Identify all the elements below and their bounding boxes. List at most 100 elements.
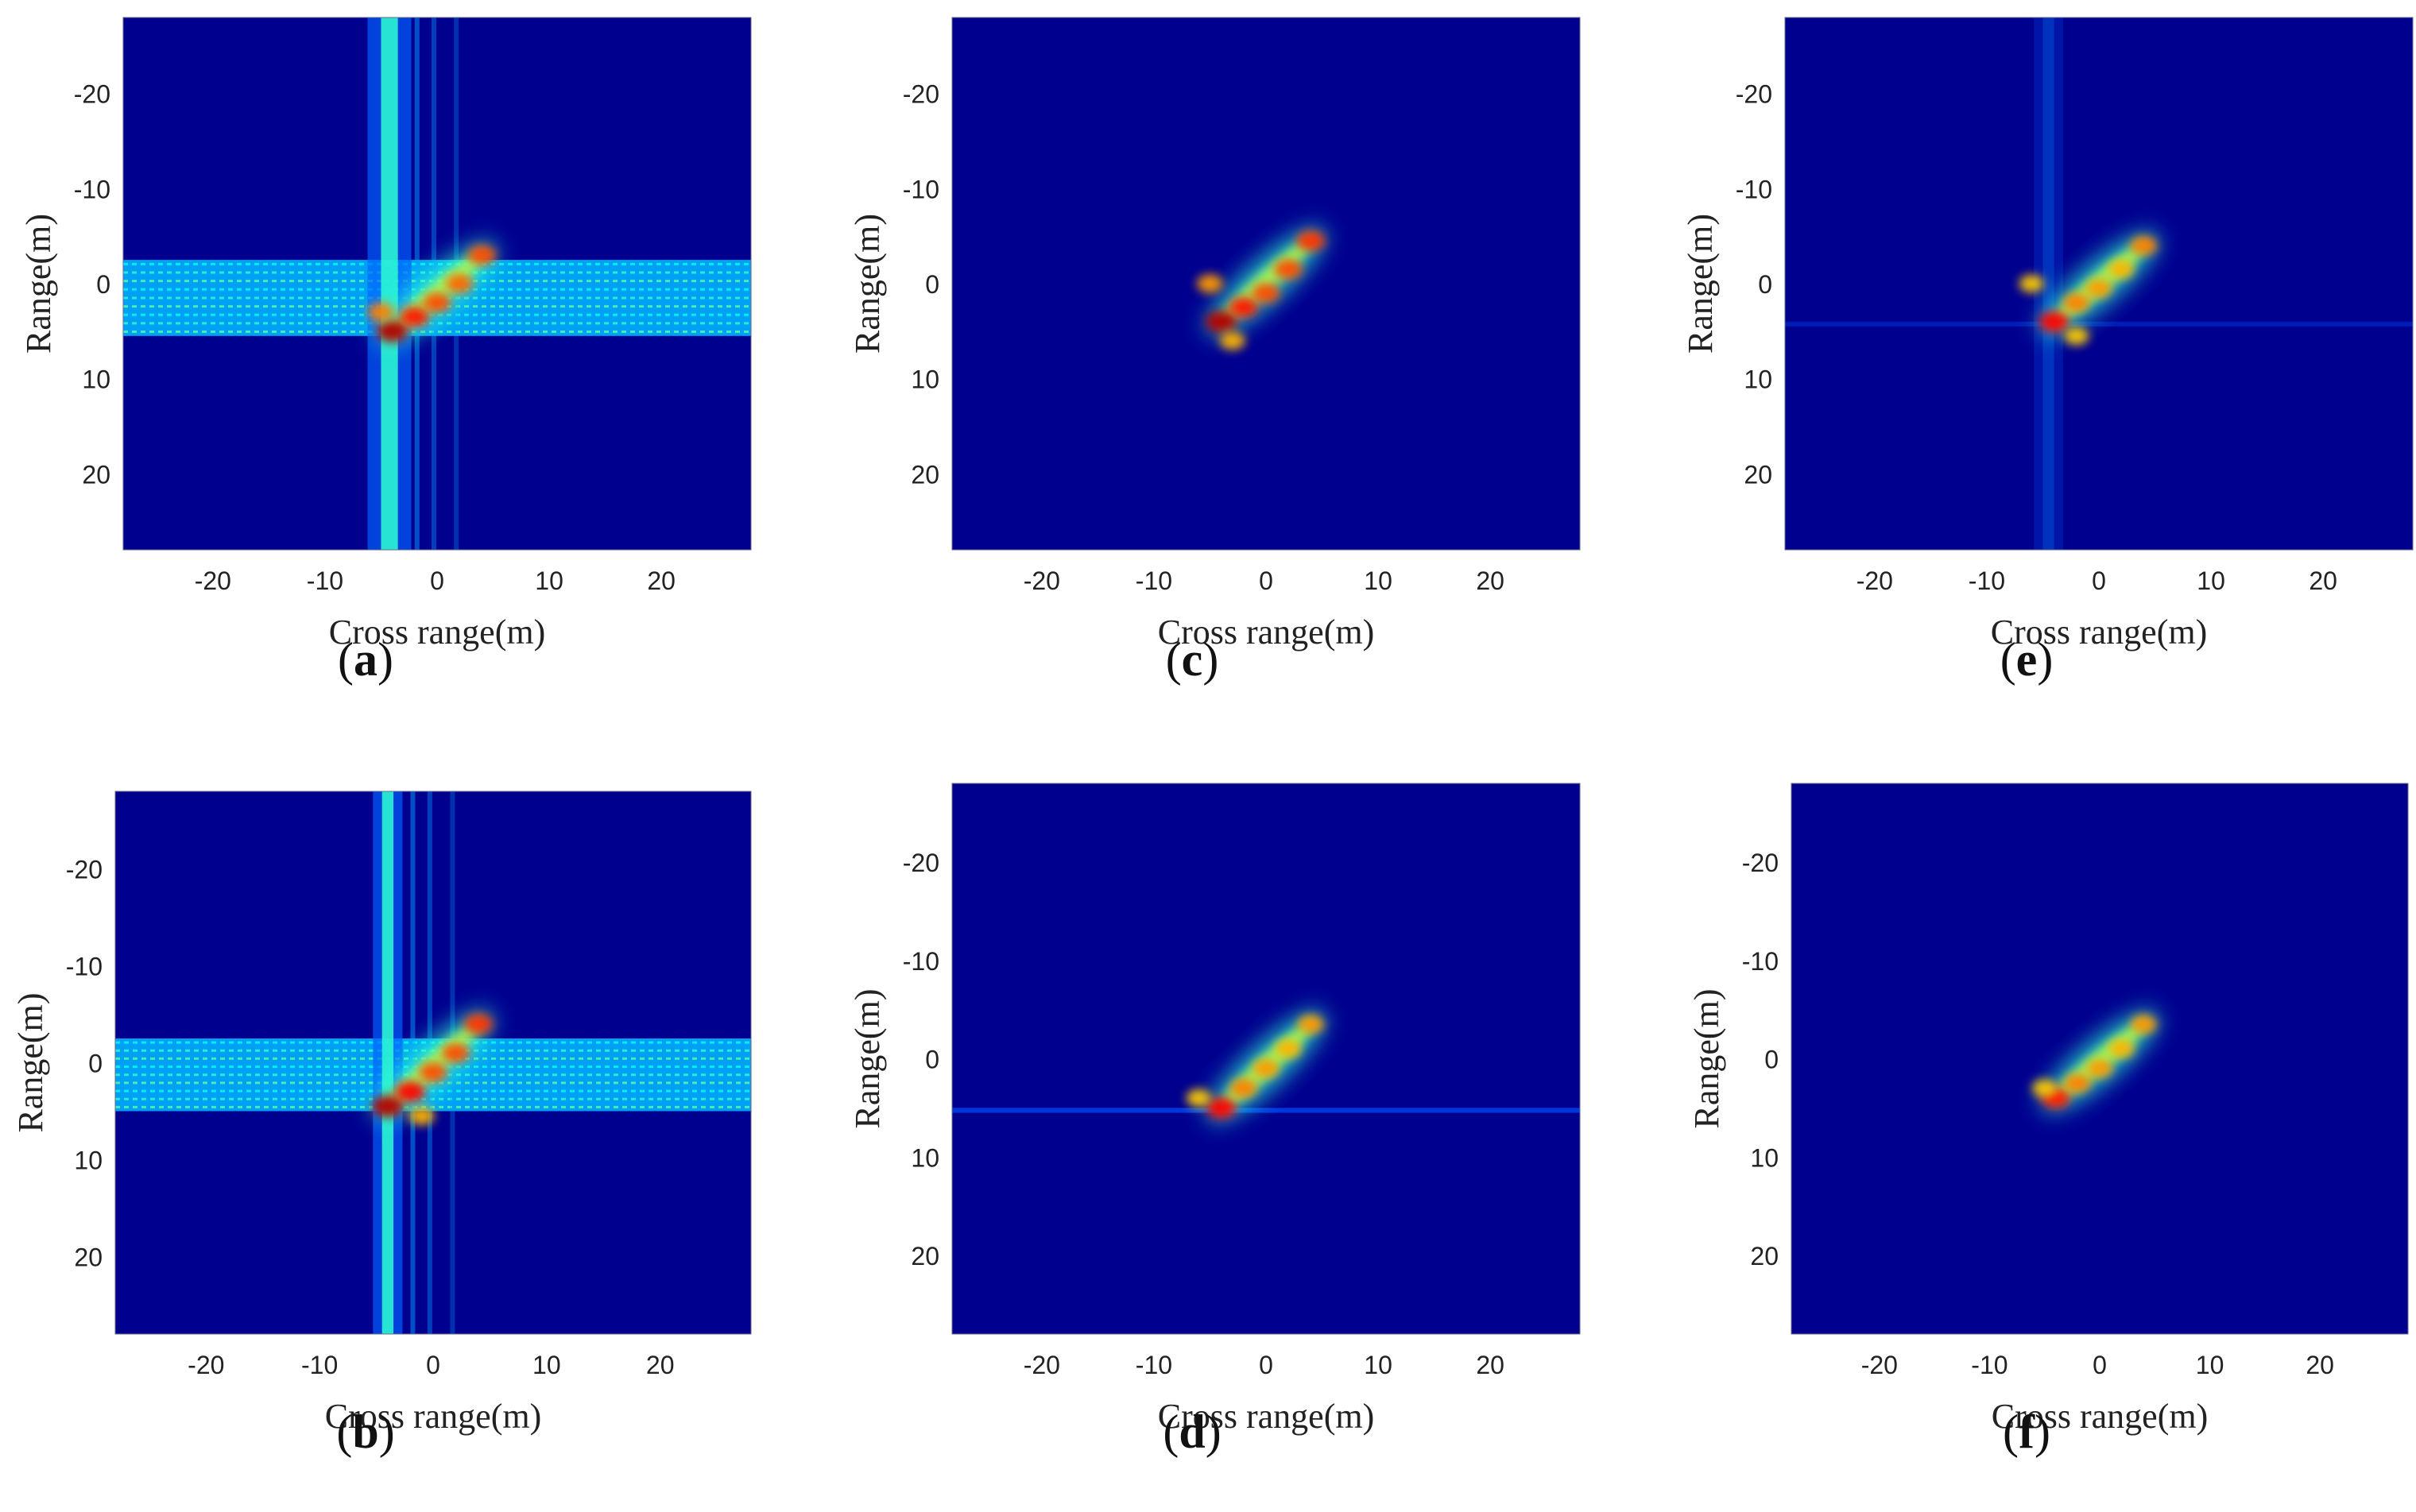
scatterer-point — [446, 273, 474, 294]
y-tick-label: -20 — [1742, 849, 1779, 877]
y-tick-label: -20 — [66, 856, 103, 884]
x-tick-label: 0 — [426, 1351, 440, 1379]
y-tick-label: -10 — [903, 175, 939, 203]
scatterer-point — [1219, 331, 1245, 350]
x-tick-label: -20 — [195, 567, 231, 595]
scatterer-point — [367, 302, 395, 322]
scatterer-point — [1252, 283, 1280, 304]
y-axis-title: Range(m) — [19, 214, 58, 354]
panel-label: (b) — [336, 1406, 394, 1458]
scatterer-point — [371, 1095, 404, 1118]
x-tick-label: 0 — [2093, 1351, 2107, 1379]
panel-f: -20 -10 0 10 20 -20 -10 0 10 20 Cross range(m) Rang… — [1687, 783, 2409, 1458]
scatterer-point — [2108, 1039, 2135, 1058]
scatterer-point — [1298, 1015, 1324, 1034]
panel-a: -20 -10 0 10 20 -20 -10 0 10 20 Cross range(m) Rang… — [19, 17, 752, 686]
scatterer-point — [1229, 1078, 1257, 1098]
x-tick-label: -20 — [1024, 567, 1060, 595]
y-tick-label: 20 — [1750, 1242, 1779, 1270]
y-tick-label: 0 — [1764, 1046, 1779, 1074]
scatterer-point — [395, 1081, 426, 1103]
heatmap-content — [952, 1010, 1580, 1122]
y-axis-title: Range(m) — [1687, 989, 1726, 1129]
y-tick-label: 10 — [1750, 1143, 1779, 1172]
y-tick-label: -10 — [74, 175, 110, 203]
y-tick-label: -10 — [1736, 175, 1772, 203]
y-tick-label: 0 — [925, 1046, 939, 1074]
heatmap-content — [2032, 1010, 2159, 1112]
x-tick-label: -10 — [301, 1351, 338, 1379]
y-tick-label: -10 — [903, 947, 939, 976]
plot-frame — [1791, 783, 2409, 1335]
panel-label: (d) — [1163, 1406, 1221, 1458]
x-tick-label: -20 — [1857, 567, 1893, 595]
heatmap-content — [1785, 17, 2413, 550]
y-tick-label: 0 — [1758, 270, 1772, 299]
range-sidelobe-band — [1785, 321, 2413, 327]
x-tick-label: 20 — [2309, 567, 2337, 595]
x-tick-label: -10 — [1136, 567, 1172, 595]
y-tick-label: -10 — [1742, 947, 1779, 976]
x-tick-label: 20 — [1476, 1351, 1504, 1379]
y-tick-label: -20 — [1736, 80, 1772, 109]
y-tick-label: 10 — [911, 1143, 939, 1172]
scatterer-point — [1296, 230, 1326, 251]
scatterer-point — [2130, 236, 2158, 256]
scatterer-point — [1205, 310, 1237, 333]
scatterer-point — [2038, 311, 2069, 333]
y-tick-label: 0 — [925, 270, 939, 299]
x-tick-label: 20 — [2306, 1351, 2334, 1379]
y-axis-title: Range(m) — [848, 214, 887, 354]
cross-range-streak — [2042, 17, 2054, 550]
x-tick-label: 10 — [1364, 567, 1392, 595]
scatterer-point — [2108, 260, 2135, 279]
x-axis-title: Cross range(m) — [325, 1397, 542, 1436]
scatterer-point — [1253, 1059, 1280, 1078]
x-tick-label: 10 — [532, 1351, 561, 1379]
y-tick-label: 20 — [1744, 460, 1772, 489]
x-tick-label: -20 — [188, 1351, 224, 1379]
panel-label: (c) — [1166, 633, 1219, 686]
y-tick-label: -20 — [903, 80, 939, 109]
x-tick-label: -10 — [1971, 1351, 2008, 1379]
panel-label: (f) — [2003, 1406, 2050, 1458]
x-tick-label: -10 — [1969, 567, 2005, 595]
y-tick-label: 20 — [74, 1243, 103, 1271]
scatterer-point — [441, 1042, 470, 1063]
x-tick-label: -20 — [1861, 1351, 1898, 1379]
scatterer-point — [467, 245, 497, 265]
scatterer-point — [2131, 1015, 2157, 1034]
scatterer-point — [1274, 259, 1303, 280]
scatterer-point — [376, 319, 408, 342]
scatterer-point — [408, 1107, 435, 1126]
scatterer-point — [2032, 1079, 2058, 1097]
y-tick-label: 10 — [1744, 365, 1772, 394]
x-tick-label: 10 — [535, 567, 563, 595]
plot-frame — [122, 17, 752, 551]
panel-b: -20 -10 0 10 20 -20 -10 0 10 20 Cross range(m) Rang… — [11, 791, 752, 1458]
scatterer-point — [1206, 1097, 1237, 1119]
range-sidelobe-band — [952, 1108, 1580, 1113]
x-tick-label: 20 — [1476, 567, 1504, 595]
panel-e: -20 -10 0 10 20 -20 -10 0 10 20 Cross range(m) Rang… — [1681, 17, 2414, 686]
panel-c: -20 -10 0 10 20 -20 -10 0 10 20 Cross range(m) Rang… — [848, 17, 1581, 686]
cross-range-streak — [381, 17, 398, 550]
x-tick-label: -10 — [1136, 1351, 1172, 1379]
heatmap-content — [115, 791, 751, 1334]
scatterer-point — [2019, 274, 2044, 293]
scatterer-point — [2064, 1073, 2092, 1093]
y-axis-title: Range(m) — [11, 993, 50, 1133]
scatterer-point — [423, 292, 451, 313]
panel-label: (a) — [338, 633, 393, 686]
heatmap-content — [1197, 226, 1326, 350]
cross-range-streak — [381, 791, 393, 1334]
x-tick-label: 0 — [430, 567, 444, 595]
x-tick-label: 20 — [647, 567, 676, 595]
scatterer-point — [1197, 274, 1223, 293]
scatterer-point — [2062, 292, 2090, 312]
scatterer-point — [1229, 296, 1259, 318]
y-tick-label: -20 — [903, 849, 939, 877]
plot-frame — [951, 17, 1581, 551]
scatterer-point — [2086, 1059, 2113, 1078]
